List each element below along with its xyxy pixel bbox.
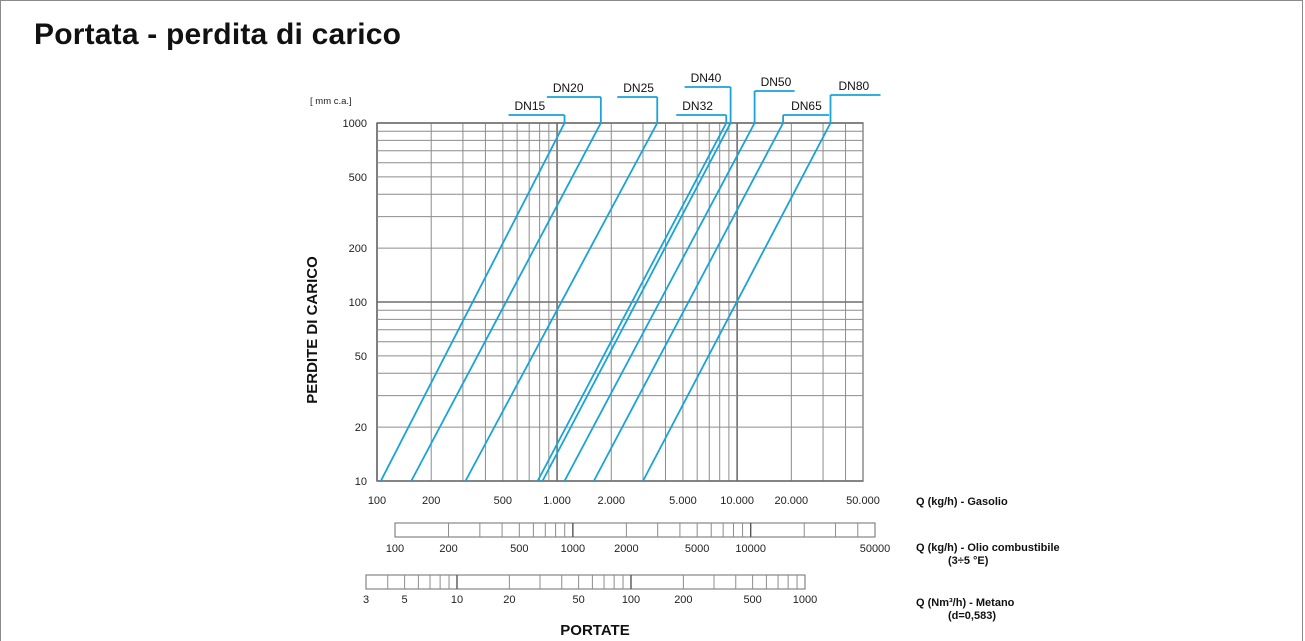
scale-tick-label: 200 [439, 543, 457, 555]
y-axis-title: PERDITE DI CARICO [304, 256, 321, 404]
x-axis-title: PORTATE [560, 622, 629, 639]
metano-scale-caption: Q (Nm³/h) - Metano [916, 597, 1015, 609]
x-tick-label: 10.000 [720, 495, 754, 507]
y-tick-label: 50 [355, 351, 367, 363]
scale-tick-label: 20 [503, 594, 515, 606]
series-line-dn20 [410, 122, 602, 482]
y-tick-label: 500 [349, 172, 367, 184]
series-line-dn65 [593, 122, 784, 482]
scale-strip [394, 522, 876, 538]
y-tick-label: 20 [355, 422, 367, 434]
x-tick-label: 200 [422, 495, 440, 507]
series-line-dn40 [541, 122, 732, 482]
plot-grid [376, 122, 864, 482]
scale-tick-label: 100 [622, 594, 640, 606]
x-tick-label: 20.000 [775, 495, 809, 507]
y-tick-label: 10 [355, 476, 367, 488]
scale-tick-label: 500 [743, 594, 761, 606]
scale-tick-label: 10 [451, 594, 463, 606]
x-tick-label: 50.000 [846, 495, 880, 507]
series-line-dn15 [380, 122, 566, 482]
series-label-dn25: DN25 [623, 81, 654, 95]
scale-tick-label: 1000 [561, 543, 585, 555]
x-tick-label: 1.000 [543, 495, 571, 507]
series-label-dn40: DN40 [691, 71, 722, 85]
series-line-dn80 [642, 122, 832, 482]
scale-tick-label: 2000 [614, 543, 638, 555]
series-label-dn15: DN15 [515, 99, 546, 113]
y-tick-label: 200 [349, 243, 367, 255]
x-tick-labels: 100 200 500 1.000 2.000 5.000 10.000 20.000 50.0… [368, 495, 880, 507]
x-tick-label: 5.000 [669, 495, 697, 507]
scale-tick-label: 1000 [793, 594, 817, 606]
series-line-dn50 [563, 122, 756, 482]
x-tick-label: 100 [368, 495, 386, 507]
scale-tick-label: 10000 [735, 543, 766, 555]
x-tick-label: 500 [494, 495, 512, 507]
series-label-dn20: DN20 [553, 81, 584, 95]
scale-tick-label: 3 [363, 594, 369, 606]
scale-tick-label: 200 [674, 594, 692, 606]
series-line-dn25 [464, 122, 659, 482]
series-lines: DN15 DN20 DN25 DN32 DN40 DN50 DN65 DN80 [380, 71, 881, 482]
scale-tick-label: 500 [510, 543, 528, 555]
metano-scale: 3 5 10 20 50 100 200 500 1000 [363, 574, 817, 606]
scale-strip [365, 574, 806, 590]
page-title: Portata - perdita di carico [34, 18, 402, 51]
series-line-dn32 [536, 122, 728, 482]
scale-tick-label: 50000 [860, 543, 891, 555]
scale-tick-label: 5 [402, 594, 408, 606]
y-tick-label: 100 [349, 297, 367, 309]
y-tick-labels: 10 20 50 100 200 500 1000 [343, 118, 367, 488]
olio-scale-note: (3÷5 °E) [948, 555, 989, 567]
series-label-dn80: DN80 [839, 79, 870, 93]
series-label-dn65: DN65 [791, 99, 822, 113]
olio-scale-caption: Q (kg/h) - Olio combustibile [916, 542, 1060, 554]
y-tick-label: 1000 [343, 118, 367, 130]
olio-combustibile-scale: 100 200 500 1000 2000 5000 10000 50000 [386, 522, 891, 555]
y-unit-label: [ mm c.a.] [310, 96, 352, 107]
gasolio-scale-caption: Q (kg/h) - Gasolio [916, 496, 1008, 508]
x-tick-label: 2.000 [598, 495, 626, 507]
scale-tick-label: 50 [572, 594, 584, 606]
series-label-dn32: DN32 [682, 99, 713, 113]
scale-tick-label: 5000 [685, 543, 709, 555]
scale-tick-label: 100 [386, 543, 404, 555]
series-label-dn50: DN50 [761, 75, 792, 89]
metano-scale-note: (d=0,583) [948, 610, 996, 622]
